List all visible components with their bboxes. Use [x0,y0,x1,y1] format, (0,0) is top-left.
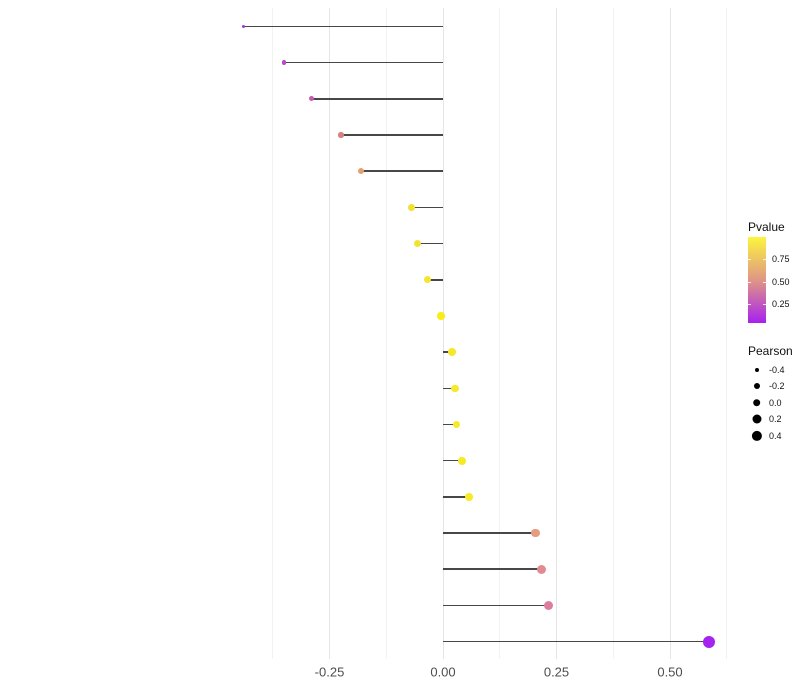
x-tick-label: -0.25 [314,664,345,680]
lollipop-segment [443,423,457,426]
colorbar-tick [763,304,766,306]
lollipop-dot [448,348,456,356]
lollipop-segment [417,242,443,245]
lollipop-segment [443,604,549,607]
minor-gridline [499,8,501,659]
lollipop-dot [458,456,466,465]
lollipop-dot [407,204,415,211]
pearson-legend-label: 0.0 [769,397,782,408]
lollipop-segment [443,496,469,498]
lollipop-dot [452,420,461,429]
pearson-legend-label: -0.2 [769,381,785,391]
colorbar-tick [748,281,751,283]
major-gridline [556,8,557,659]
minor-gridline [272,8,274,659]
major-gridline [669,8,671,659]
pearson-legend-dot [753,383,760,389]
lollipop-dot [424,276,432,284]
pearson-legend-label: 0.2 [769,414,782,424]
pearson-legend-label: 0.4 [769,430,782,441]
lollipop-dot [338,132,344,138]
pearson-legend-title: Pearson [748,344,793,358]
colorbar-tick [763,259,766,261]
pvalue-legend-title: Pvalue [748,220,785,234]
lollipop-segment [443,568,542,570]
x-tick-label: 0.50 [657,664,683,680]
lollipop-dot [413,240,421,248]
lollipop-segment [443,640,709,643]
lollipop-segment [443,387,455,390]
major-gridline [329,8,330,659]
lollipop-segment [443,532,536,534]
lollipop-segment [411,206,443,209]
x-tick-label: 0.00 [430,664,456,680]
colorbar-tick-label: 0.75 [772,254,790,265]
lollipop-segment [340,134,443,136]
lollipop-segment [443,459,463,462]
pvalue-colorbar [748,237,766,323]
colorbar-tick-label: 0.25 [772,299,790,310]
lollipop-segment [311,98,443,100]
lollipop-dot [702,635,715,648]
lollipop-segment [361,170,443,172]
lollipop-segment [443,351,453,353]
pearson-legend-dot [752,398,761,407]
lollipop-dot [281,60,287,65]
lollipop-dot [464,492,473,501]
lollipop-dot [358,168,365,175]
pearson-legend-dot [751,430,762,441]
pearson-legend-dot [752,414,761,424]
minor-gridline [612,8,614,659]
lollipop-dot [544,600,554,610]
colorbar-tick [763,281,766,283]
lollipop-dot [241,24,245,29]
lollipop-segment [284,61,443,64]
minor-gridline [726,8,728,659]
lollipop-dot [530,528,540,538]
major-gridline [442,8,444,659]
colorbar-tick [748,304,751,306]
lollipop-segment [427,279,443,281]
lollipop-segment [243,25,443,28]
pearson-legend-dot [754,367,759,372]
lollipop-dot [437,312,445,320]
x-tick-label: 0.25 [543,664,570,680]
lollipop-dot [308,96,314,102]
lollipop-dot [451,384,459,393]
colorbar-tick [748,259,751,261]
colorbar-tick-label: 0.50 [772,276,790,287]
minor-gridline [385,8,387,659]
pearson-legend-label: -0.4 [769,364,785,375]
lollipop-dot [536,564,546,574]
